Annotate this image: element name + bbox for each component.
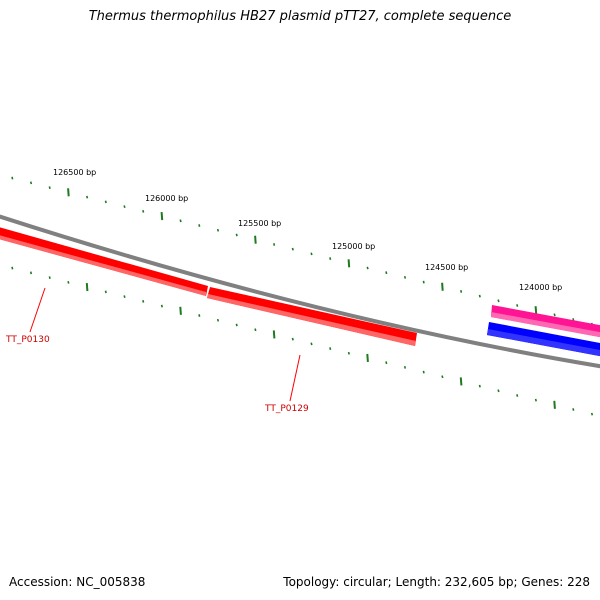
minor-tick	[160, 304, 163, 308]
minor-tick	[422, 280, 425, 284]
minor-tick	[385, 271, 388, 275]
minor-tick	[104, 200, 107, 204]
minor-tick	[422, 370, 425, 374]
minor-tick	[48, 186, 51, 189]
minor-tick	[347, 351, 350, 355]
minor-tick	[179, 219, 182, 223]
minor-tick	[48, 276, 51, 279]
gene-label-tt-p0129: TT_P0129	[264, 404, 309, 414]
minor-tick	[216, 228, 220, 232]
minor-tick	[310, 252, 313, 256]
gene-label-tt-p0130: TT_P0130	[5, 335, 50, 345]
minor-tick	[497, 299, 500, 303]
major-tick	[67, 188, 70, 197]
minor-tick	[366, 266, 369, 270]
major-tick	[85, 283, 89, 292]
gene-tt-p0130[interactable]	[0, 226, 208, 296]
minor-tick	[291, 247, 294, 251]
topology-summary-text: Topology: circular; Length: 232,605 bp; …	[283, 575, 590, 589]
gene-tt-p0129[interactable]	[207, 287, 417, 346]
scale-label-124500: 124500 bp	[425, 263, 468, 272]
major-tick	[347, 259, 351, 268]
minor-tick	[516, 304, 519, 307]
minor-tick	[123, 295, 126, 298]
leader-line-tt-p0129	[289, 354, 301, 402]
gene-blue[interactable]	[487, 322, 600, 357]
leader-line-tt-p0130	[29, 287, 46, 333]
minor-tick	[235, 233, 238, 237]
major-tick	[366, 353, 369, 363]
minor-tick	[142, 209, 145, 213]
minor-tick	[572, 408, 575, 411]
minor-tick	[11, 176, 14, 180]
major-tick	[553, 400, 556, 409]
minor-tick	[329, 347, 332, 350]
minor-tick	[553, 313, 556, 317]
minor-tick	[590, 412, 594, 416]
minor-tick	[385, 361, 388, 365]
scale-label-124000: 124000 bp	[519, 283, 562, 292]
inner-tick-row	[11, 266, 594, 416]
minor-tick	[329, 257, 332, 260]
gene-forward-pink[interactable]	[491, 305, 600, 338]
minor-tick	[86, 195, 89, 199]
minor-tick	[29, 181, 33, 185]
minor-tick	[216, 318, 220, 322]
major-tick	[534, 306, 538, 315]
accession-text: Accession: NC_005838	[9, 575, 146, 589]
minor-tick	[11, 266, 14, 270]
minor-tick	[403, 365, 407, 369]
minor-tick	[291, 337, 294, 341]
minor-tick	[441, 375, 444, 379]
minor-tick	[478, 294, 481, 298]
minor-tick	[516, 394, 519, 397]
minor-tick	[497, 389, 500, 393]
minor-tick	[310, 342, 313, 346]
minor-tick	[104, 290, 107, 294]
major-tick	[254, 235, 257, 244]
map-title: Thermus thermophilus HB27 plasmid pTT27,…	[88, 9, 512, 24]
scale-label-126500: 126500 bp	[53, 168, 96, 177]
minor-tick	[67, 280, 70, 284]
scale-label-126000: 126000 bp	[145, 194, 188, 203]
minor-tick	[460, 290, 463, 293]
minor-tick	[534, 398, 537, 402]
minor-tick	[198, 314, 201, 317]
major-tick	[179, 306, 182, 315]
outer-tick-row	[11, 176, 594, 326]
major-tick	[459, 377, 463, 386]
scale-label-125500: 125500 bp	[238, 219, 281, 228]
major-tick	[272, 330, 276, 339]
major-tick	[160, 212, 164, 221]
minor-tick	[198, 224, 201, 227]
backbone-arc	[0, 214, 600, 369]
minor-tick	[235, 323, 238, 327]
scale-label-125000: 125000 bp	[332, 242, 375, 251]
major-tick	[441, 282, 444, 291]
minor-tick	[273, 243, 276, 246]
minor-tick	[403, 275, 407, 279]
minor-tick	[142, 299, 145, 303]
minor-tick	[29, 271, 33, 275]
minor-tick	[123, 205, 126, 208]
minor-tick	[254, 328, 257, 332]
minor-tick	[478, 384, 481, 388]
